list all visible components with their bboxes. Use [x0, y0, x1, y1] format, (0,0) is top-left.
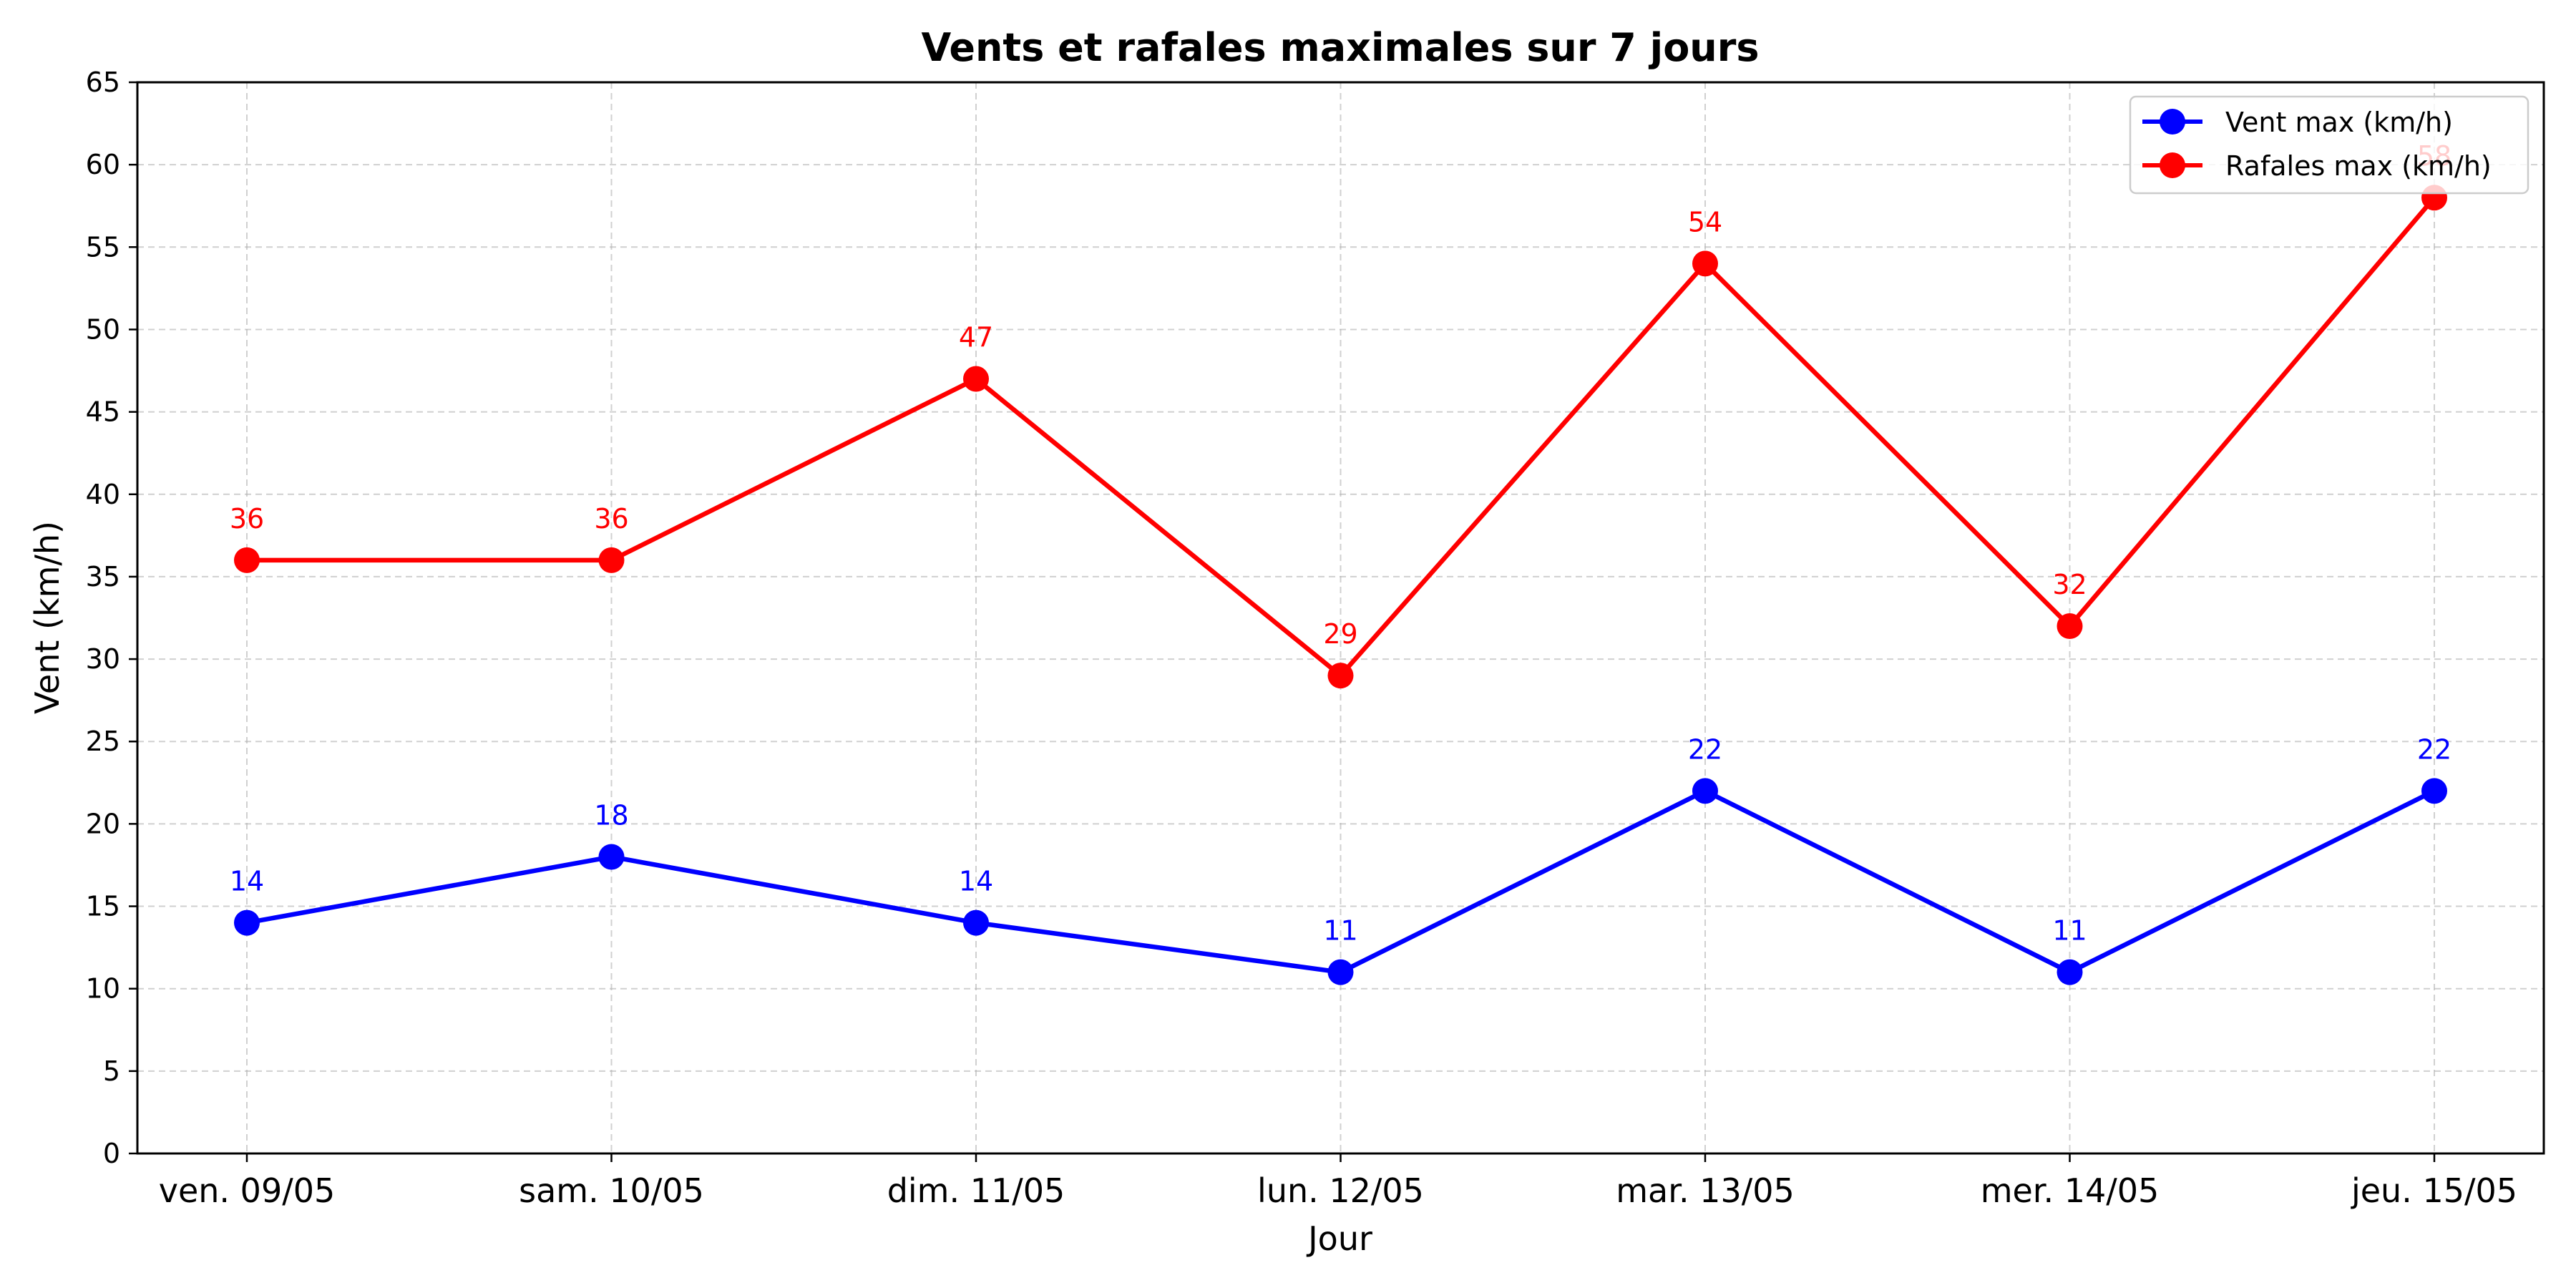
data-point	[598, 547, 625, 573]
legend-marker-rafales	[2160, 152, 2185, 178]
data-point	[234, 547, 260, 573]
data-point	[1327, 663, 1354, 689]
data-label: 11	[2052, 915, 2087, 947]
y-tick-label: 30	[86, 643, 120, 675]
chart-title: Vents et rafales maximales sur 7 jours	[921, 25, 1759, 70]
data-point	[1692, 250, 1718, 277]
x-tick-label: dim. 11/05	[887, 1171, 1065, 1210]
legend: Vent max (km/h) Rafales max (km/h)	[2129, 95, 2529, 195]
data-label: 47	[959, 322, 993, 353]
legend-label-rafales: Rafales max (km/h)	[2225, 150, 2492, 182]
data-label: 18	[594, 799, 628, 831]
y-axis-label: Vent (km/h)	[28, 521, 67, 714]
data-point	[1327, 959, 1354, 985]
data-point	[2057, 959, 2083, 985]
data-label: 54	[1688, 206, 1722, 238]
x-tick-label: lun. 12/05	[1257, 1171, 1424, 1210]
y-tick-label: 65	[86, 67, 120, 98]
data-label: 14	[959, 866, 993, 897]
data-point	[963, 909, 989, 936]
x-tick-label: jeu. 15/05	[2351, 1171, 2517, 1210]
data-label: 14	[230, 866, 264, 897]
series	[234, 185, 2447, 985]
y-tick-label: 10	[86, 973, 120, 1005]
legend-label-vent: Vent max (km/h)	[2225, 107, 2453, 138]
y-tick-label: 20	[86, 808, 120, 839]
data-label: 22	[2417, 733, 2451, 765]
axis-ticks: 0 5 10 15 20 25 30 35 40 45 50 55 60 65 ven. 09/05 sam.…	[86, 67, 2517, 1210]
data-label: 32	[2052, 569, 2087, 600]
data-point	[963, 366, 989, 392]
data-label: 11	[1323, 915, 1357, 947]
y-tick-label: 60	[86, 149, 120, 180]
legend-box	[2129, 95, 2529, 195]
y-tick-label: 0	[103, 1138, 120, 1169]
x-tick-label: mar. 13/05	[1616, 1171, 1795, 1210]
y-tick-label: 15	[86, 891, 120, 922]
data-label: 29	[1323, 618, 1357, 650]
y-tick-label: 50	[86, 313, 120, 345]
data-point	[234, 909, 260, 936]
data-point	[2057, 613, 2083, 640]
y-tick-label: 25	[86, 726, 120, 757]
data-point	[1692, 778, 1718, 804]
x-tick-label: mer. 14/05	[1981, 1171, 2160, 1210]
legend-marker-vent	[2160, 109, 2185, 135]
data-point	[598, 844, 625, 870]
x-tick-label: ven. 09/05	[159, 1171, 336, 1210]
data-labels: 1418141122112236364729543258	[230, 140, 2451, 946]
y-tick-label: 45	[86, 396, 120, 428]
data-label: 36	[594, 503, 628, 535]
x-tick-label: sam. 10/05	[519, 1171, 704, 1210]
data-point	[2421, 778, 2447, 804]
data-label: 36	[230, 503, 264, 535]
y-tick-label: 40	[86, 479, 120, 510]
data-label: 22	[1688, 733, 1722, 765]
y-tick-label: 5	[103, 1055, 120, 1087]
x-axis-label: Jour	[1306, 1219, 1372, 1258]
y-tick-label: 55	[86, 231, 120, 263]
y-tick-label: 35	[86, 561, 120, 592]
